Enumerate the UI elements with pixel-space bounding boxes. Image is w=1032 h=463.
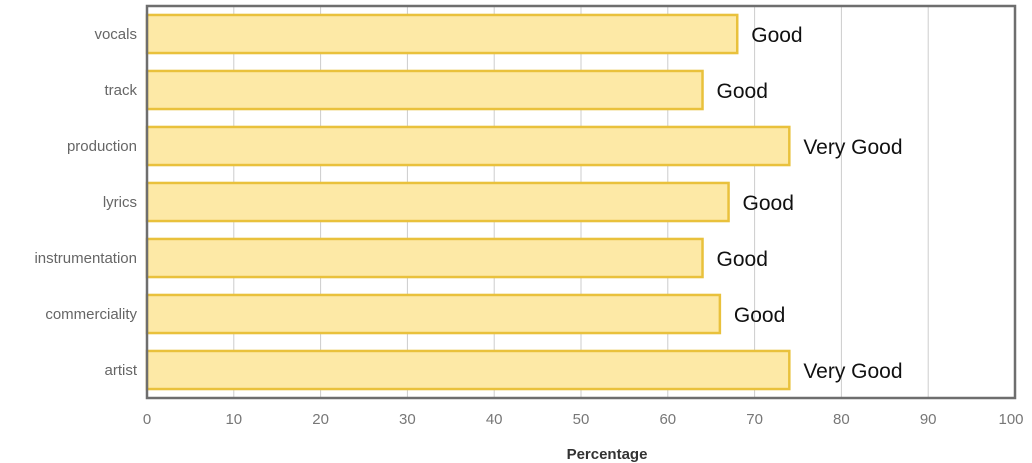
category-label-production: production — [67, 138, 137, 155]
plot-border — [145, 4, 1017, 400]
x-tick-label: 80 — [833, 411, 850, 428]
bar-instrumentation — [145, 237, 704, 279]
bar-artist — [145, 349, 791, 391]
data-labels: Good Good Very Good Good Good Good Very Good — [717, 24, 903, 383]
x-tick-label: 30 — [399, 411, 416, 428]
x-tick-label: 40 — [486, 411, 503, 428]
data-label-lyrics: Good — [743, 192, 794, 215]
category-label-instrumentation: instrumentation — [34, 250, 137, 267]
bar-vocals — [145, 13, 739, 55]
bar-track — [145, 69, 704, 111]
x-tick-label: 100 — [998, 411, 1023, 428]
x-tick-label: 50 — [573, 411, 590, 428]
data-label-commerciality: Good — [734, 304, 785, 327]
x-tick-label: 0 — [143, 411, 151, 428]
x-tick-label: 20 — [312, 411, 329, 428]
bar-production — [145, 125, 791, 167]
plot-frame — [145, 4, 1017, 400]
bar-commerciality — [145, 293, 722, 335]
category-label-artist: artist — [104, 362, 137, 379]
bars — [145, 13, 791, 391]
x-tick-label: 10 — [225, 411, 242, 428]
x-tick-label: 60 — [659, 411, 676, 428]
category-label-track: track — [104, 82, 137, 99]
x-tick-labels: 0 10 20 30 40 50 60 70 80 90 100 — [143, 411, 1024, 428]
data-label-vocals: Good — [751, 24, 802, 47]
x-tick-label: 90 — [920, 411, 937, 428]
category-labels: vocals track production lyrics instrumentati… — [34, 26, 137, 379]
data-label-instrumentation: Good — [717, 248, 768, 271]
category-label-commerciality: commerciality — [45, 306, 137, 323]
data-label-track: Good — [717, 80, 768, 103]
x-tick-label: 70 — [746, 411, 763, 428]
category-label-lyrics: lyrics — [103, 194, 137, 211]
category-label-vocals: vocals — [94, 26, 137, 43]
data-label-artist: Very Good — [803, 360, 902, 383]
data-label-production: Very Good — [803, 136, 902, 159]
bar-lyrics — [145, 181, 730, 223]
x-axis-title: Percentage — [567, 446, 648, 463]
